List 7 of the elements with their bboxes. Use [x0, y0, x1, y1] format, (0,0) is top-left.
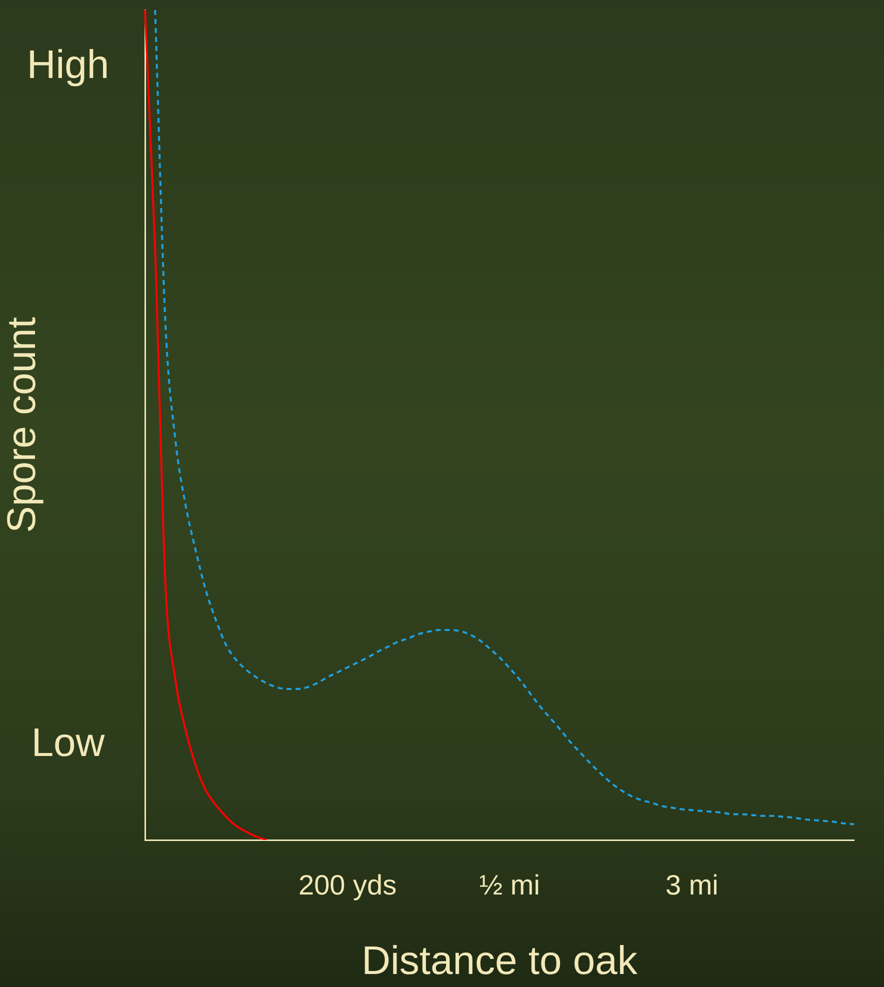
x-tick-label: 3 mi [665, 870, 718, 901]
y-axis-title: Spore count [0, 317, 44, 533]
x-tick-label: ½ mi [479, 870, 540, 901]
text: High [26, 43, 110, 88]
text: Low [31, 721, 105, 766]
x-axis-title: Distance to oak [362, 939, 638, 984]
x-tick-label: 200 yds [298, 870, 397, 901]
